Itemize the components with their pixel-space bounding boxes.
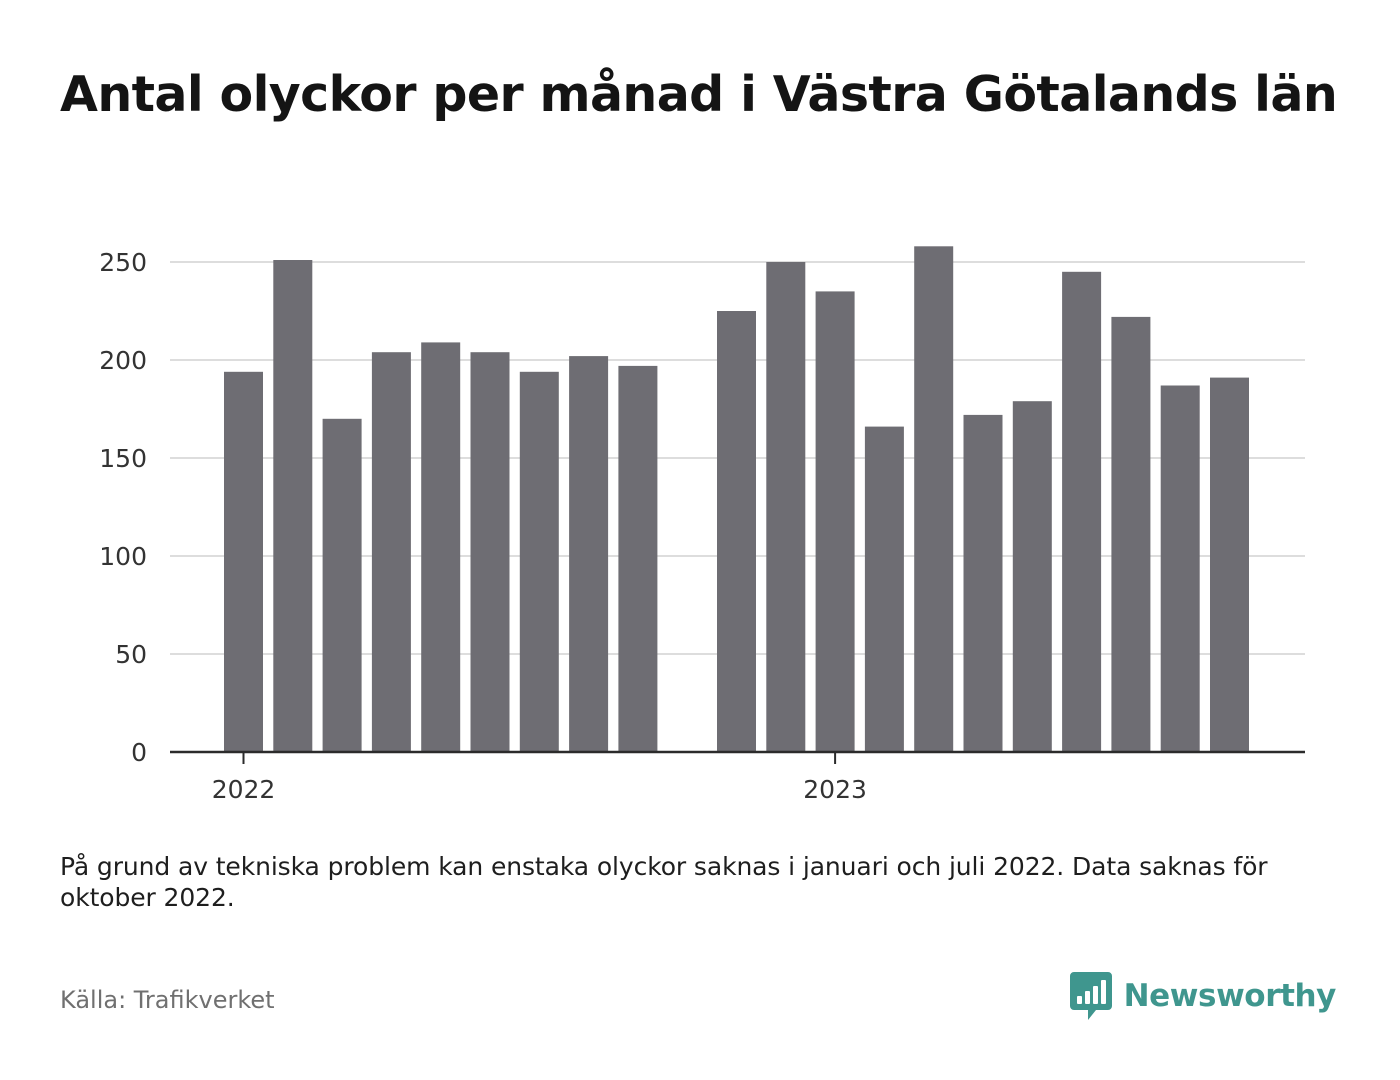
y-tick-label: 150	[99, 444, 147, 473]
bar	[815, 291, 855, 752]
bar	[273, 260, 313, 752]
x-tick-label: 2023	[803, 775, 867, 804]
bar	[618, 365, 658, 752]
newsworthy-logo-icon	[1069, 972, 1112, 1020]
bars	[224, 246, 1249, 753]
x-axis: 2022 2023	[170, 750, 1305, 804]
brand-name: Newsworthy	[1123, 978, 1337, 1014]
chart-note: På grund av tekniska problem kan enstaka…	[60, 852, 1268, 912]
bar	[569, 356, 609, 752]
bar	[1210, 377, 1249, 752]
bar	[322, 418, 362, 752]
bar	[1012, 401, 1052, 752]
source-text: Källa: Trafikverket	[60, 986, 275, 1014]
bar	[519, 371, 559, 752]
brand-logo[interactable]: Newsworthy	[1069, 970, 1337, 1022]
bar	[1111, 316, 1151, 752]
y-tick-label: 200	[99, 346, 147, 375]
y-tick-label: 50	[115, 640, 147, 669]
chart-title: Antal olyckor per månad i Västra Götalan…	[60, 66, 1338, 123]
bar	[963, 414, 1003, 752]
bar	[470, 352, 510, 752]
bar	[864, 426, 904, 752]
y-tick-label: 100	[99, 542, 147, 571]
bar	[717, 311, 756, 752]
y-axis-ticks: 0 50 100 150 200 250	[99, 248, 147, 767]
bar	[766, 262, 806, 752]
bar	[1160, 385, 1200, 752]
bar	[224, 371, 263, 752]
y-tick-label: 250	[99, 248, 147, 277]
bar	[914, 246, 954, 753]
bar-chart: 0 50 100 150 200 250 2022 2023	[99, 246, 1305, 804]
bar	[421, 342, 461, 752]
bar	[371, 352, 411, 752]
bar	[1062, 271, 1102, 752]
y-tick-label: 0	[131, 738, 147, 767]
x-tick-label: 2022	[212, 775, 276, 804]
